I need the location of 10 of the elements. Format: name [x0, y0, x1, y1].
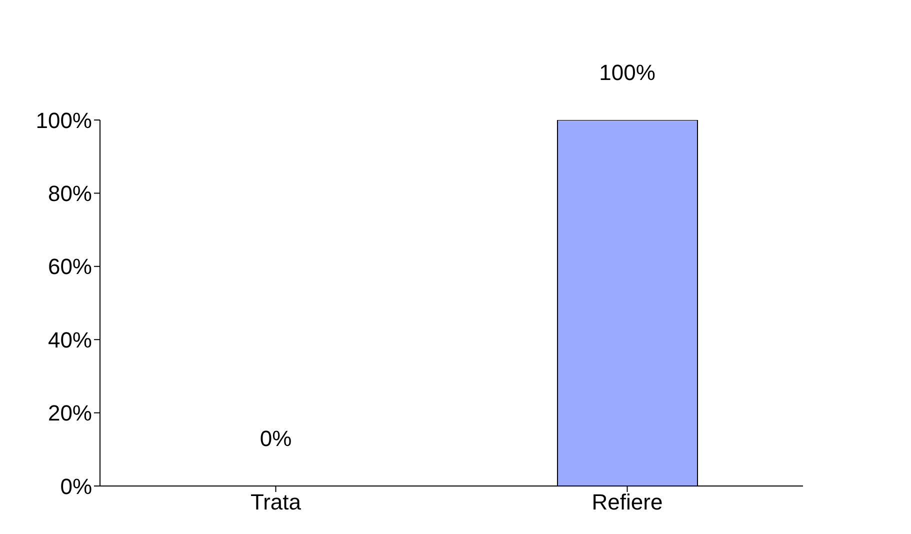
y-tick-label: 100%	[36, 108, 92, 133]
data-label: 100%	[599, 60, 656, 85]
x-tick-label: Refiere	[592, 490, 663, 515]
y-tick-label: 80%	[48, 181, 92, 206]
data-label: 0%	[260, 426, 292, 451]
y-tick-label: 40%	[48, 327, 92, 352]
x-tick-label: Trata	[250, 490, 302, 515]
y-tick-label: 60%	[48, 254, 92, 280]
y-tick-label: 20%	[48, 400, 92, 426]
y-tick-label: 0%	[60, 474, 92, 499]
